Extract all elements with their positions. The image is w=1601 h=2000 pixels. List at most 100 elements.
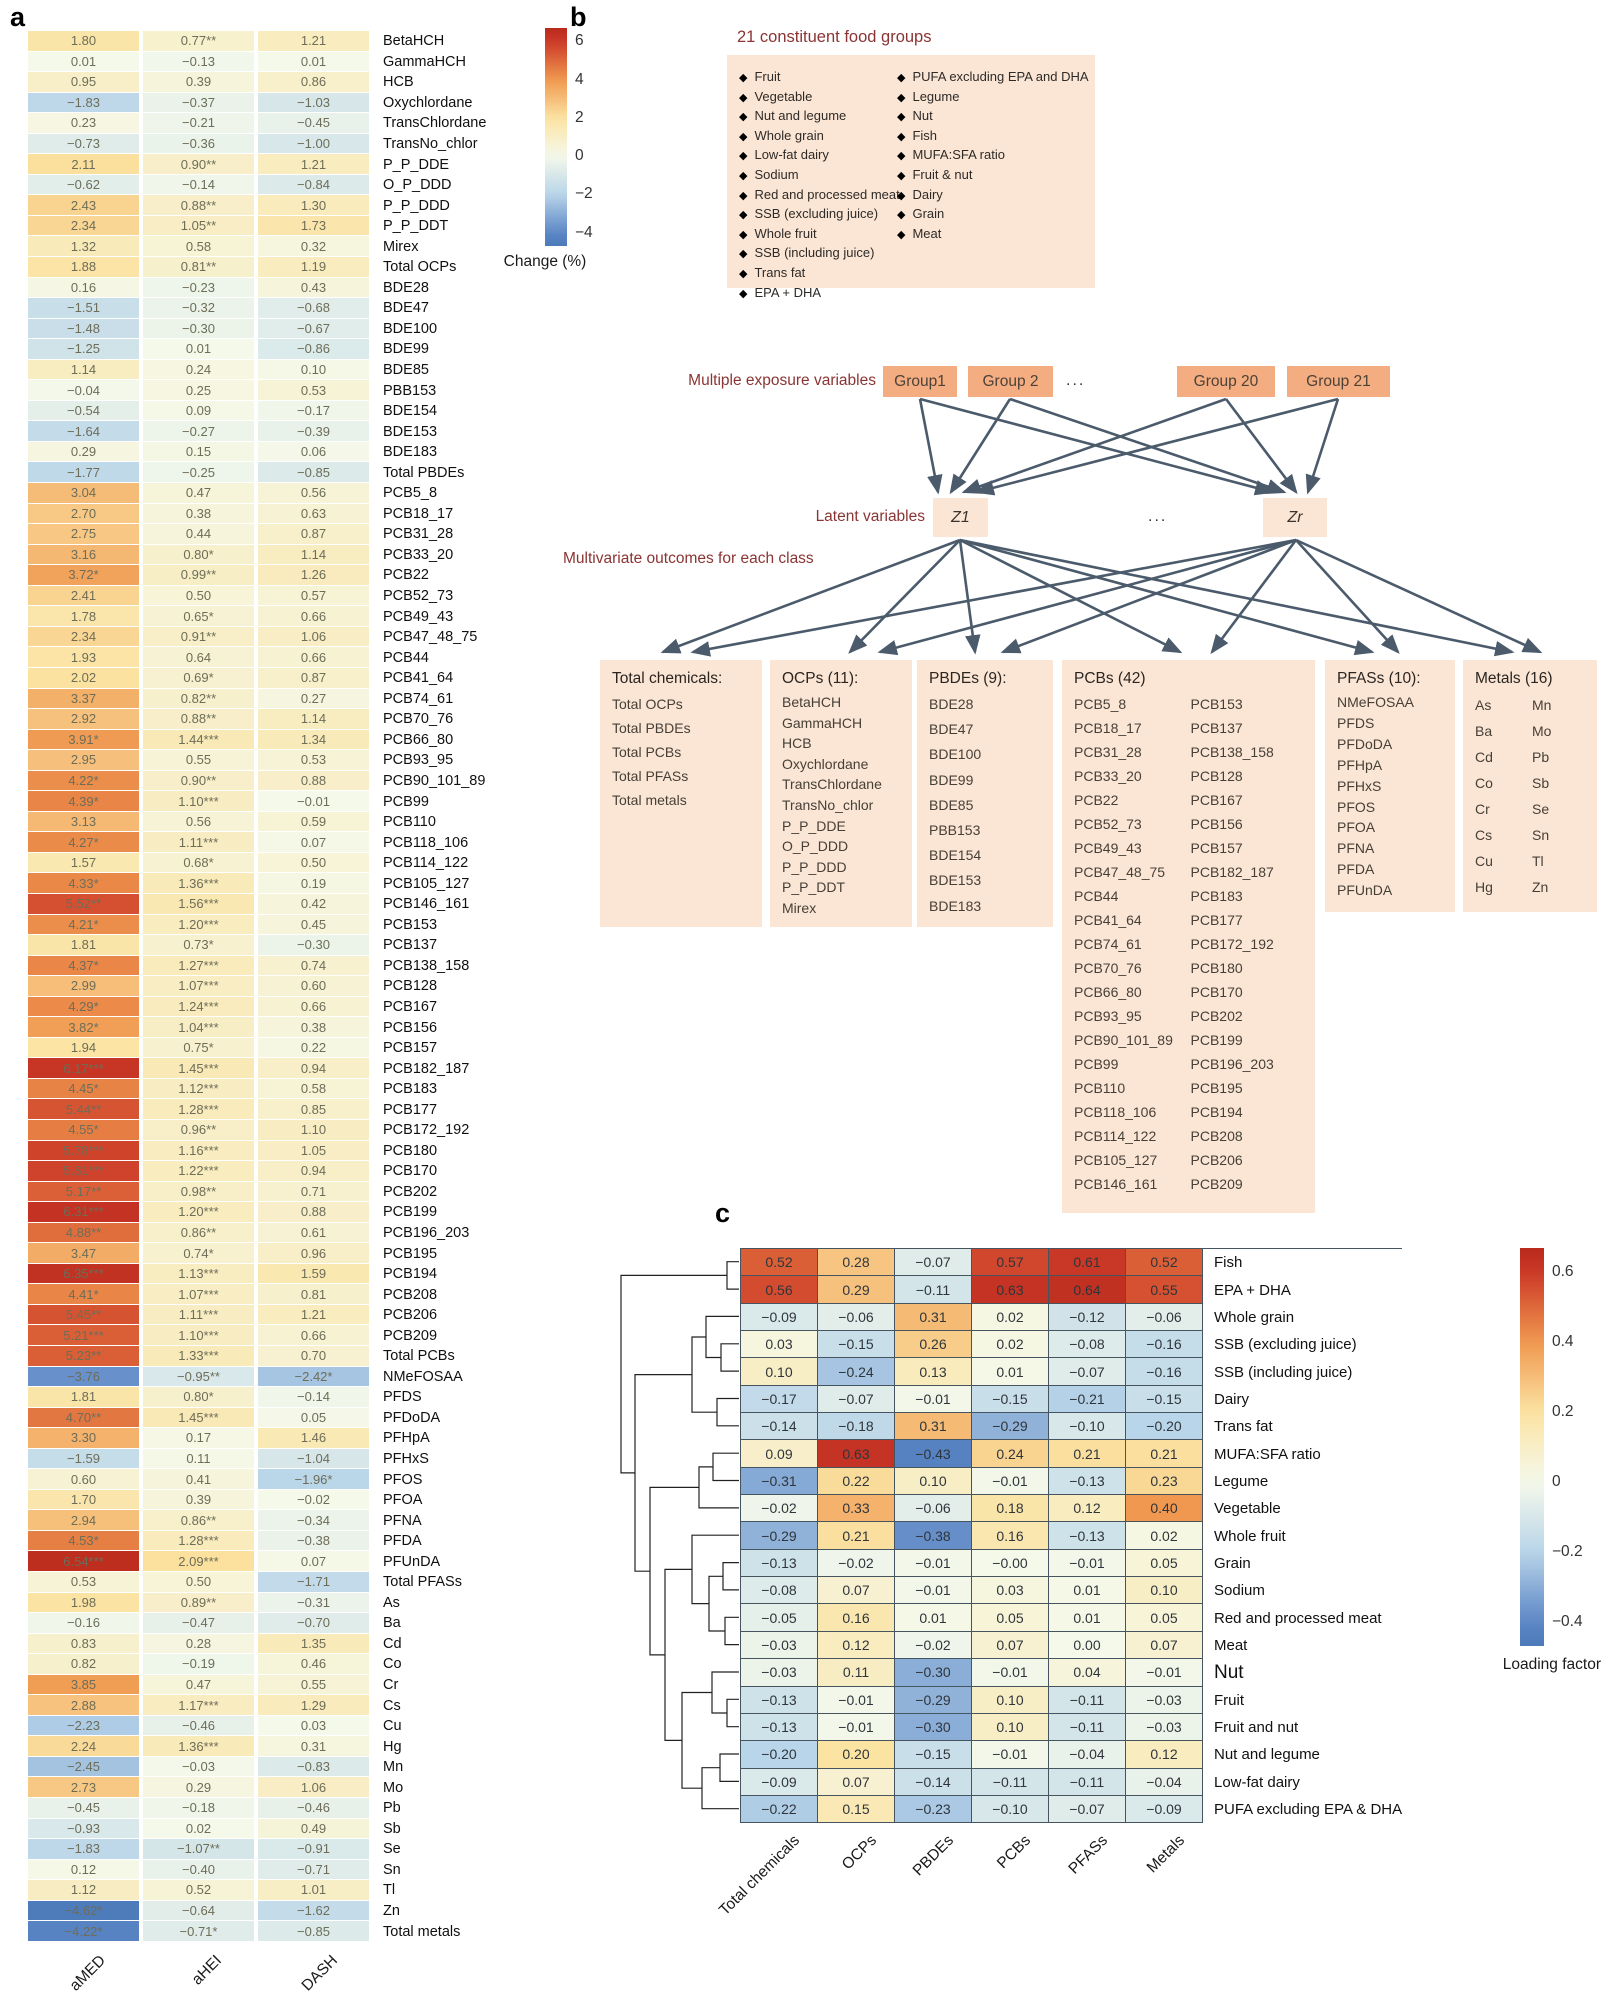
outcome-item: Zn <box>1532 879 1549 895</box>
outcome-item: Sn <box>1532 827 1550 843</box>
latent-variables-label: Latent variables <box>815 508 925 525</box>
heatmap-row: 5.78*** 1.16*** 1.05 PCB180 <box>28 1140 486 1162</box>
outcome-item: PFDoDA <box>1337 735 1393 752</box>
outcome-item: PCB105_127 <box>1074 1152 1158 1168</box>
heatmap-cell: 0.05 <box>1126 1604 1203 1632</box>
heatmap-row: 1.78 0.65* 0.66 PCB49_43 <box>28 606 486 627</box>
heatmap-row: −0.16 −0.47 −0.70 Ba <box>28 1613 486 1634</box>
outcome-item: PFDA <box>1337 861 1375 878</box>
heatmap-cell: −0.46 <box>258 1798 369 1819</box>
outcome-item: Sb <box>1532 775 1550 791</box>
heatmap-cell: 1.20*** <box>143 914 254 936</box>
row-label: PCB74_61 <box>383 690 454 707</box>
outcome-item: PCB196_203 <box>1190 1056 1274 1072</box>
heatmap-cell: 1.04*** <box>143 1017 254 1038</box>
heatmap-cell: 2.24 <box>28 1736 139 1757</box>
heatmap-row: 3.72* 0.99** 1.26 PCB22 <box>28 565 486 586</box>
heatmap-row: 2.43 0.88** 1.30 P_P_DDD <box>28 195 486 216</box>
heatmap-cell: −0.07 <box>818 1385 895 1414</box>
heatmap-cell: 1.81 <box>28 935 139 956</box>
outcome-item: PFOS <box>1337 798 1376 815</box>
heatmap-cell: −0.03 <box>1126 1686 1203 1714</box>
row-label: PFHxS <box>383 1451 429 1467</box>
diamond-bullet-icon: ◆ <box>897 150 906 163</box>
heatmap-cell: 1.16*** <box>143 1140 254 1162</box>
outcome-item: PFOA <box>1337 819 1376 836</box>
dendrogram-branch <box>708 1575 725 1632</box>
heatmap-cell: 0.94 <box>258 1058 369 1079</box>
outcome-box-columns: Total OCPs Total PBDEs Total PCBs Total PFA… <box>612 692 754 812</box>
heatmap-cell: 1.78 <box>28 606 139 627</box>
food-group-item: ◆ SSB (including juice) <box>739 245 875 261</box>
dendrogram-branch <box>712 1452 739 1482</box>
heatmap-row: −1.83 −0.37 −1.03 Oxychlordane <box>28 92 486 114</box>
heatmap-cell: −0.16 <box>28 1613 139 1634</box>
heatmap-cell: 2.41 <box>28 585 139 607</box>
outcome-item: PFDS <box>1337 714 1375 731</box>
heatmap-cell: 6.17*** <box>28 1058 139 1079</box>
row-label: PCB146_161 <box>383 896 470 913</box>
row-label: PCB110 <box>383 814 436 831</box>
row-label: BDE100 <box>383 320 438 337</box>
dendrogram-branch <box>705 1315 739 1359</box>
colorbar-tick-label: −4 <box>575 223 593 241</box>
heatmap-cell: −0.11 <box>1049 1768 1126 1796</box>
heatmap-cell: 0.50 <box>143 585 254 607</box>
food-group-item: ◆ Trans fat <box>739 264 806 280</box>
row-label: Co <box>383 1656 402 1673</box>
row-label: O_P_DDD <box>383 177 452 194</box>
heatmap-cell: 0.10 <box>972 1686 1049 1714</box>
row-label: PFHpA <box>383 1430 430 1447</box>
heatmap-cell: 0.26 <box>895 1331 972 1359</box>
heatmap-row: −1.59 0.11 −1.04 PFHxS <box>28 1448 486 1470</box>
heatmap-cell: 0.38 <box>258 1017 369 1038</box>
row-label: P_P_DDE <box>383 156 450 173</box>
heatmap-row: 3.82* 1.04*** 0.38 PCB156 <box>28 1017 486 1038</box>
row-label: BDE183 <box>383 444 438 461</box>
colorbar-tick-label: −0.4 <box>1552 1612 1583 1630</box>
heatmap-cell: 0.02 <box>972 1331 1049 1359</box>
heatmap-row: −0.62 −0.14 −0.84 O_P_DDD <box>28 174 486 196</box>
heatmap-cell: 0.94 <box>258 1161 369 1182</box>
heatmap-cell: −0.01 <box>895 1549 972 1578</box>
heatmap-cell: 0.46 <box>258 1654 369 1675</box>
heatmap-row: 2.24 1.36*** 0.31 Hg <box>28 1736 486 1757</box>
row-label: Fish <box>1214 1254 1243 1272</box>
row-label: Trans fat <box>1214 1418 1273 1436</box>
outcome-item: PCB93_95 <box>1074 1008 1142 1024</box>
row-label: MUFA:SFA ratio <box>1214 1445 1321 1463</box>
diamond-bullet-icon: ◆ <box>739 72 748 84</box>
heatmap-cell: 0.65* <box>143 606 254 627</box>
heatmap-row: 3.04 0.47 0.56 PCB5_8 <box>28 483 486 504</box>
heatmap-row: 2.94 0.86** −0.34 PFNA <box>28 1510 486 1531</box>
row-label: PFDS <box>383 1389 422 1406</box>
heatmap-cell: −3.76 <box>28 1366 139 1388</box>
heatmap-cell: 0.77** <box>143 31 254 52</box>
heatmap-cell: 5.45** <box>28 1304 139 1326</box>
heatmap-cell: −0.68 <box>258 298 369 319</box>
heatmap-cell: 0.00 <box>1049 1631 1126 1660</box>
heatmap-cell: 0.17 <box>143 1428 254 1449</box>
outcome-item: PCB146_161 <box>1074 1176 1158 1192</box>
heatmap-cell: 4.53* <box>28 1530 139 1552</box>
heatmap-row: 0.03 −0.15 0.26 0.02 −0.08 −0.16 SSB (excludin… <box>741 1331 1402 1359</box>
heatmap-cell: 0.38 <box>143 503 254 525</box>
heatmap-cell: −0.13 <box>741 1686 818 1714</box>
outcome-item: Cr <box>1475 801 1490 817</box>
heatmap-cell: 6.31*** <box>28 1202 139 1223</box>
heatmap-cell: −0.01 <box>895 1385 972 1414</box>
row-label: PFOA <box>383 1492 423 1509</box>
diamond-bullet-icon: ◆ <box>739 150 748 163</box>
heatmap-cell: −4.62* <box>28 1900 139 1922</box>
outcome-box-column: As Ba Cd Co Cr Cs Cu Hg <box>1475 692 1532 900</box>
panel-c-heatmap: 0.52 0.28 −0.07 0.57 0.61 0.52 Fish 0.56 0.29 −0.… <box>740 1248 1403 1824</box>
heatmap-cell: 1.36*** <box>143 873 254 894</box>
heatmap-cell: −0.19 <box>143 1654 254 1675</box>
row-label: PCB70_76 <box>383 711 454 728</box>
heatmap-cell: −0.31 <box>258 1592 369 1614</box>
flow-arrow <box>961 397 1227 494</box>
heatmap-cell: 1.13*** <box>143 1263 254 1285</box>
heatmap-cell: −0.01 <box>1126 1659 1203 1687</box>
heatmap-cell: 0.63 <box>258 503 369 525</box>
heatmap-cell: 1.26 <box>258 565 369 586</box>
